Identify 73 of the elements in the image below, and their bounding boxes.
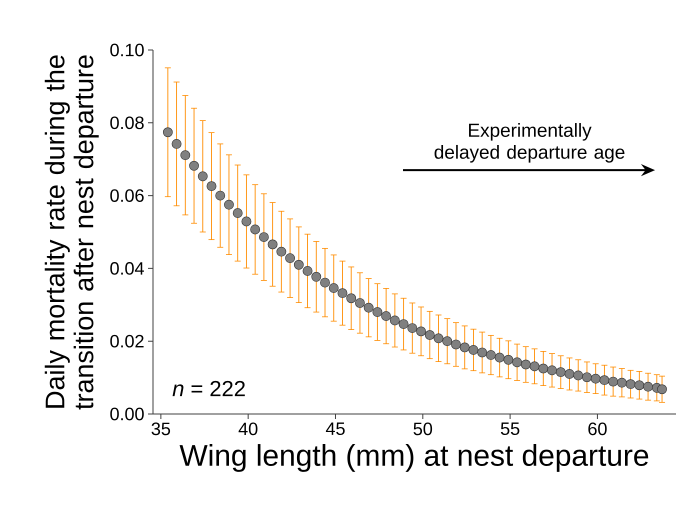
- point: [232, 208, 243, 218]
- point: [643, 382, 653, 392]
- point: [451, 340, 461, 350]
- point: [564, 369, 574, 379]
- x-tick-label: 55: [500, 422, 520, 436]
- point: [180, 150, 190, 160]
- point: [302, 266, 312, 276]
- point: [338, 288, 348, 298]
- x-tick-label: 60: [588, 422, 607, 436]
- x-tick-label: 40: [238, 422, 258, 436]
- point: [442, 336, 452, 346]
- point: [224, 200, 234, 210]
- point: [600, 375, 610, 386]
- point: [468, 345, 478, 355]
- y-tick-label: 0.00: [110, 408, 144, 420]
- point: [416, 326, 426, 336]
- point: [258, 232, 269, 242]
- point: [608, 376, 618, 387]
- point: [407, 323, 418, 333]
- point: [512, 357, 522, 368]
- annotation: Experimentally delayed departure age: [434, 123, 624, 163]
- point: [434, 333, 444, 344]
- point: [311, 272, 322, 282]
- point: [162, 127, 173, 138]
- point: [582, 372, 592, 382]
- point: [573, 370, 584, 380]
- y-tick-label: 0.08: [110, 116, 144, 130]
- annotation: n = 222: [172, 380, 245, 396]
- point: [372, 307, 382, 317]
- point: [250, 224, 260, 234]
- point: [460, 342, 470, 352]
- y-tick-label: 0.10: [110, 44, 144, 56]
- point: [346, 293, 356, 304]
- x-tick-label: 50: [414, 422, 432, 436]
- point: [215, 190, 226, 200]
- point: [486, 350, 496, 360]
- x-tick-label: 35: [152, 422, 170, 436]
- point: [626, 379, 636, 390]
- point: [657, 384, 667, 394]
- point: [206, 181, 216, 192]
- x-tick-label: 45: [326, 422, 345, 436]
- point: [520, 360, 531, 370]
- point: [590, 374, 601, 384]
- point: [634, 380, 644, 390]
- point: [355, 298, 365, 308]
- y-tick-label: 0.04: [110, 262, 144, 275]
- point: [294, 260, 304, 270]
- point: [364, 302, 374, 313]
- y-tick-label: 0.06: [110, 189, 144, 202]
- point: [242, 216, 252, 226]
- point: [320, 278, 330, 288]
- point: [503, 354, 514, 365]
- point: [530, 361, 540, 372]
- point: [328, 283, 339, 293]
- x-axis-title: Wing length (mm) at nest departure: [180, 444, 648, 472]
- point: [198, 171, 208, 182]
- point: [172, 139, 182, 149]
- point: [616, 378, 627, 388]
- point: [285, 253, 295, 264]
- point: [398, 319, 408, 329]
- point: [556, 367, 566, 378]
- point: [276, 246, 286, 257]
- point: [424, 330, 435, 340]
- point: [189, 160, 199, 171]
- point: [390, 316, 400, 326]
- point: [381, 311, 392, 321]
- y-tick-label: 0.02: [110, 334, 144, 348]
- y-axis-title: Daily mortality rate during the transition after nest departure: [44, 55, 99, 410]
- point: [268, 239, 278, 250]
- point: [494, 352, 505, 362]
- point: [477, 348, 488, 358]
- point: [538, 364, 548, 374]
- point: [547, 365, 557, 376]
